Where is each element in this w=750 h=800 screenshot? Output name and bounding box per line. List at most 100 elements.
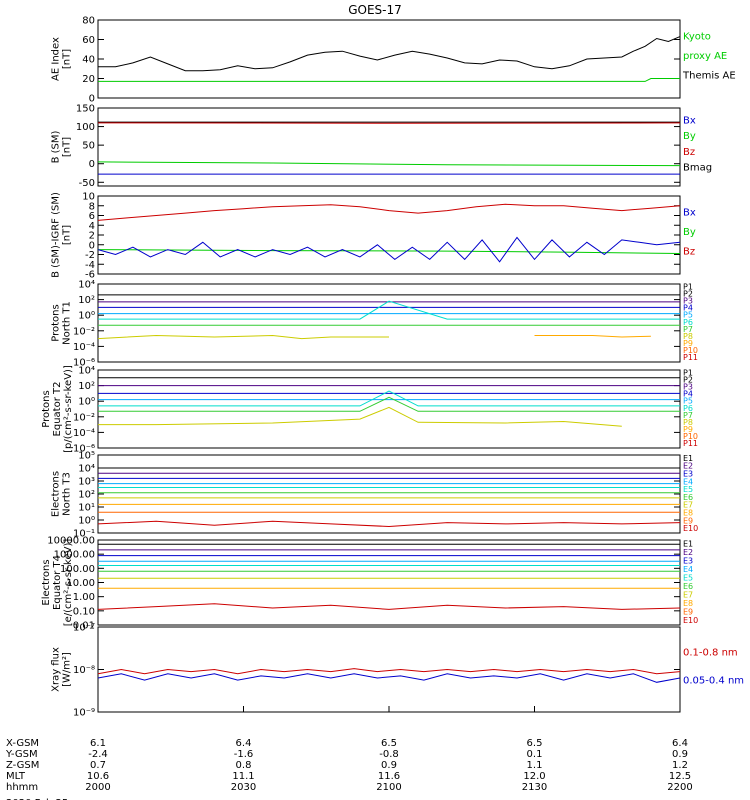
legend-entry: proxy AE	[683, 51, 727, 62]
y-axis-label: [nT]	[62, 137, 73, 157]
y-tick-label: 10.00	[66, 578, 95, 589]
legend-entry: E7	[683, 501, 693, 510]
panel-8: 10⁻⁹ 10⁻⁸ 10⁻⁷ Xray flux [W/m²] 0.1-0.8 nm 0.0…	[51, 623, 745, 719]
x-row-label: X-GSM	[6, 738, 39, 749]
legend-entry: P11	[683, 439, 698, 448]
y-tick-label: 10³	[78, 477, 95, 488]
legend-entry: Kyoto	[683, 32, 711, 43]
x-row-label: Z-GSM	[6, 760, 39, 771]
legend-entry: P1	[683, 368, 693, 377]
x-tick-value: 0.9	[381, 760, 397, 771]
legend-entry: By	[683, 227, 696, 238]
legend-entry: P4	[683, 304, 693, 313]
x-tick-value: 6.5	[527, 738, 543, 749]
panel-frame	[97, 539, 681, 626]
y-tick-label: -50	[79, 178, 95, 189]
y-axis-label: [W/m²]	[62, 652, 73, 687]
legend-entry: 0.05-0.4 nm	[683, 676, 744, 687]
x-tick-value: 2200	[667, 782, 692, 793]
x-row-label: MLT	[6, 771, 26, 782]
y-tick-label: 0	[89, 94, 95, 105]
legend-entry: P10	[683, 346, 698, 355]
legend-entry: P3	[683, 297, 693, 306]
y-axis-label: Protons	[51, 304, 62, 341]
x-tick-value: 6.1	[90, 738, 106, 749]
series-line-5	[98, 390, 680, 407]
panel-frame	[97, 107, 681, 187]
y-tick-label: 10⁻⁴	[73, 342, 95, 353]
legend-entry: P6	[683, 318, 693, 327]
y-tick-label: 10¹	[78, 503, 95, 514]
legend-entry: Bmag	[683, 162, 712, 173]
series-line-2	[97, 249, 681, 254]
legend-entry: P7	[683, 325, 693, 334]
y-tick-label: 10⁻¹	[73, 529, 95, 540]
x-row-label: 2020 Feb 25	[6, 798, 68, 800]
x-tick-value: 11.6	[378, 771, 400, 782]
x-tick-value: 10.6	[87, 771, 109, 782]
legend-entry: By	[683, 131, 696, 142]
y-tick-label: 10²	[78, 381, 95, 392]
x-tick-value: 0.8	[236, 760, 252, 771]
y-tick-label: 10⁻⁶	[73, 444, 95, 455]
legend-entry: Bz	[683, 247, 695, 258]
panel-2: -50 0 50 100 150 B (SM) [nT] Bx By Bz Bmag	[51, 104, 713, 189]
y-tick-label: -6	[85, 270, 95, 281]
x-tick-value: 6.4	[236, 738, 252, 749]
y-tick-label: 0.10	[73, 606, 95, 617]
y-tick-label: 80	[82, 16, 95, 27]
y-tick-label: 10000.00	[47, 536, 95, 547]
x-row-label: hhmm	[6, 782, 38, 793]
x-tick-value: 2000	[85, 782, 110, 793]
y-tick-label: 10⁰	[78, 397, 95, 408]
legend-entry: P9	[683, 425, 693, 434]
legend-entry: E10	[683, 616, 698, 625]
panel-frame	[97, 626, 681, 713]
panel-7: 0.01 0.10 1.00 10.00 100.00 1000.00 10000.00 El…	[41, 536, 698, 632]
y-tick-label: 10⁻⁹	[73, 708, 95, 719]
y-axis-label: North T1	[62, 301, 73, 345]
series-line-5	[98, 300, 680, 320]
series-line-10	[97, 520, 681, 528]
y-tick-label: -4	[85, 260, 95, 271]
legend-entry: E10	[683, 524, 698, 533]
legend-entry: E8	[683, 508, 693, 517]
series-line-3	[97, 236, 681, 263]
series-line-2	[97, 673, 681, 683]
x-tick-value: 12.5	[669, 771, 691, 782]
y-tick-label: 10⁴	[78, 366, 95, 377]
y-tick-label: 4	[89, 221, 95, 232]
y-axis-label: [p/(cm²-s-sr-keV)]	[63, 365, 74, 453]
legend-entry: E7	[683, 590, 693, 599]
legend-entry: Bz	[683, 147, 695, 158]
panel-frame	[97, 369, 681, 449]
series-line-7	[97, 334, 389, 340]
y-tick-label: 10⁰	[78, 311, 95, 322]
x-tick-value: 1.1	[527, 760, 543, 771]
series-line-1	[97, 203, 681, 221]
y-axis-label: North T3	[62, 472, 73, 516]
x-row-label: Y-GSM	[5, 749, 38, 760]
legend-entry: E5	[683, 485, 693, 494]
y-tick-label: 10⁵	[78, 451, 95, 462]
y-tick-label: 60	[82, 35, 95, 46]
x-tick-value: 6.5	[381, 738, 397, 749]
x-tick-value: 2030	[231, 782, 256, 793]
y-axis-label: Xray flux	[51, 647, 62, 692]
y-tick-label: 10²	[78, 490, 95, 501]
legend-entry: P5	[683, 397, 693, 406]
y-axis-label: Equator T4	[52, 555, 63, 610]
x-tick-value: 2130	[522, 782, 547, 793]
legend-entry: Bx	[683, 116, 696, 127]
y-tick-label: 10⁻⁴	[73, 428, 95, 439]
panel-6: 10⁻¹ 10⁰ 10¹ 10² 10³ 10⁴ 10⁵ Electrons North T3 E…	[51, 451, 699, 540]
y-tick-label: 40	[82, 55, 95, 66]
y-tick-label: 10⁻²	[73, 326, 95, 337]
x-tick-value: 0.1	[527, 749, 543, 760]
y-axis-label: [nT]	[62, 49, 73, 69]
y-tick-label: 10⁰	[78, 516, 95, 527]
legend-entry: E5	[683, 573, 693, 582]
y-tick-label: 10⁻²	[73, 412, 95, 423]
legend-entry: P4	[683, 390, 693, 399]
legend-entry: P6	[683, 404, 693, 413]
